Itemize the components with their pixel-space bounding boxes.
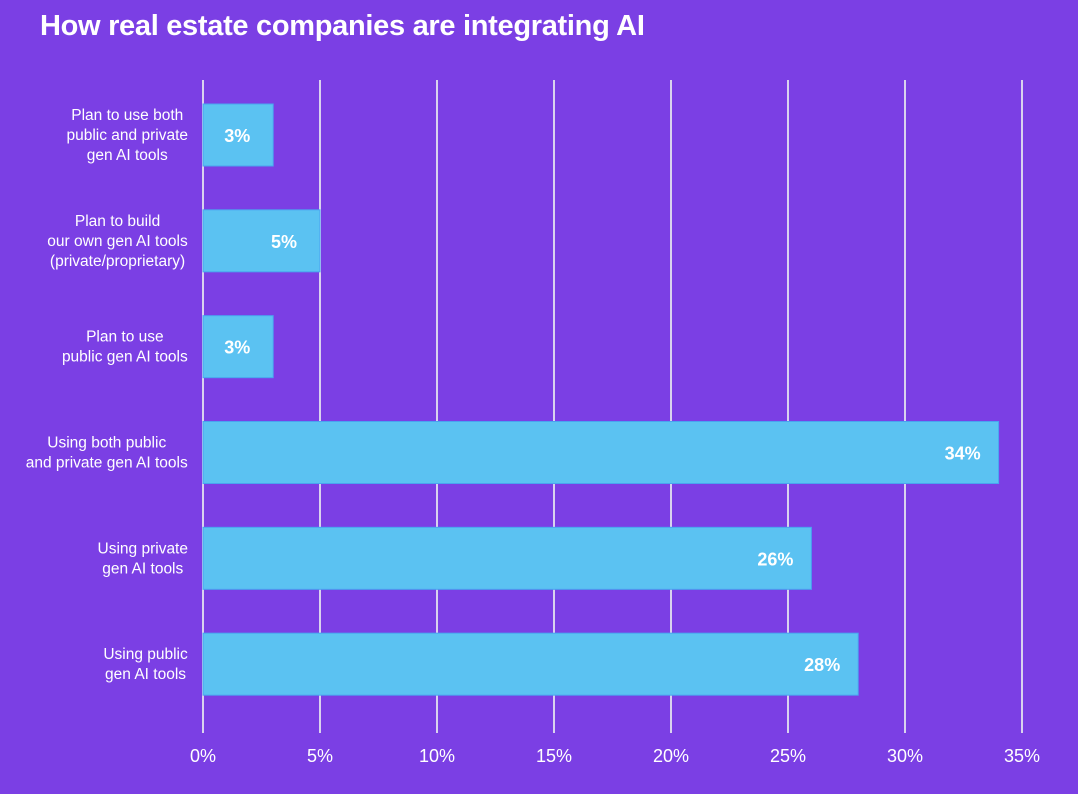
category-label-line: Plan to use (86, 329, 164, 346)
category-label-line: public gen AI tools (62, 349, 188, 366)
x-tick-label: 5% (307, 746, 333, 766)
chart-title: How real estate companies are integratin… (40, 10, 645, 42)
data-label: 3% (224, 338, 250, 358)
category-label-line: our own gen AI tools (47, 233, 188, 250)
category-label-line: gen AI tools (105, 666, 186, 683)
bar (202, 315, 274, 379)
category-labels: Plan to use both public and private gen AI… (26, 107, 188, 683)
category-label: Using public gen AI tools (103, 646, 188, 683)
category-label: Using both public and private gen AI tool… (26, 435, 188, 472)
bar (202, 103, 274, 167)
x-tick-label: 30% (887, 746, 923, 766)
data-label: 34% (945, 444, 981, 464)
x-tick-label: 25% (770, 746, 806, 766)
data-label: 3% (224, 126, 250, 146)
x-tick-label: 20% (653, 746, 689, 766)
category-label-line: Using public (103, 646, 188, 663)
x-tick-label: 15% (536, 746, 572, 766)
category-label-line: (private/proprietary) (50, 253, 185, 270)
category-label-line: Using private (98, 540, 188, 557)
x-axis-tick-labels: 0% 5% 10% 15% 20% 25% 30% 35% (190, 746, 1040, 766)
x-tick-label: 35% (1004, 746, 1040, 766)
bar (202, 632, 859, 696)
gridlines (202, 80, 1023, 733)
category-label: Plan to build our own gen AI tools (privat… (47, 213, 188, 270)
category-label-line: gen AI tools (87, 147, 168, 164)
data-label: 28% (804, 655, 840, 675)
x-tick-label: 10% (419, 746, 455, 766)
data-label: 5% (271, 232, 297, 252)
bar (202, 209, 321, 273)
category-label: Plan to use both public and private gen AI… (67, 107, 189, 164)
category-label: Plan to use public gen AI tools (62, 329, 188, 366)
category-label: Using private gen AI tools (98, 540, 188, 577)
category-label-line: gen AI tools (102, 560, 183, 577)
category-label-line: Plan to build (75, 213, 160, 230)
category-label-line: public and private (67, 127, 189, 144)
category-label-line: and private gen AI tools (26, 455, 188, 472)
category-label-line: Using both public (47, 435, 166, 452)
data-label: 26% (757, 549, 793, 569)
bar (202, 526, 812, 590)
bar (202, 421, 1000, 484)
category-label-line: Plan to use both (71, 107, 183, 124)
x-tick-label: 0% (190, 746, 216, 766)
bars: 3% 5% 3% 34% 26% 28% (202, 103, 1000, 696)
